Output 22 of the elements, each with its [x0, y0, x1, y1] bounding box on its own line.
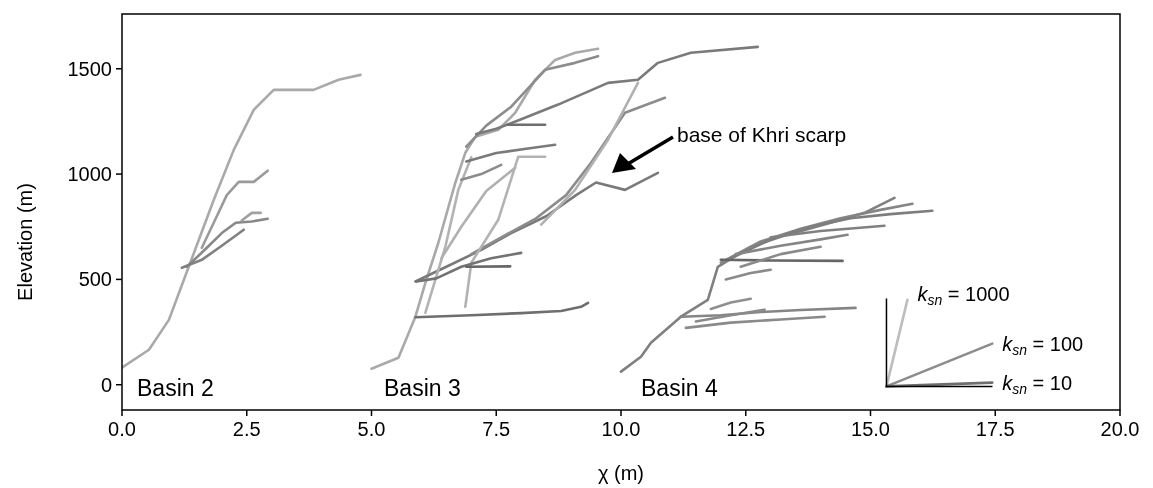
- annotation: Basin 3: [384, 375, 461, 402]
- x-tick-label: 10.0: [601, 418, 641, 440]
- y-tick-label: 1500: [67, 57, 112, 80]
- y-tick-label: 500: [78, 268, 112, 291]
- series-label: k$_{sn}$ = 1000: [917, 282, 1010, 308]
- x-tick-label: 2.5: [232, 418, 261, 440]
- y-tick-label: 0: [100, 373, 112, 396]
- x-axis-title: χ (m): [597, 462, 645, 484]
- annotation: Basin 2: [137, 375, 214, 402]
- x-tick-label: 5.0: [357, 418, 386, 440]
- annotation: Basin 4: [641, 375, 718, 402]
- x-tick-label: 7.5: [482, 418, 511, 440]
- x-tick-label: 15.0: [851, 418, 890, 440]
- x-tick-label: 12.5: [726, 418, 766, 440]
- y-axis-title: Elevation (m): [14, 183, 36, 301]
- x-tick-label: 20.0: [1100, 418, 1140, 440]
- series-label: k$_{sn}$ = 10: [1002, 371, 1073, 397]
- annotation: base of Khri scarp: [677, 123, 847, 147]
- series-label: k$_{sn}$ = 100: [1002, 332, 1084, 358]
- x-tick-label: 0.0: [108, 418, 136, 440]
- y-tick-label: 1000: [67, 163, 112, 186]
- x-tick-label: 17.5: [975, 418, 1015, 440]
